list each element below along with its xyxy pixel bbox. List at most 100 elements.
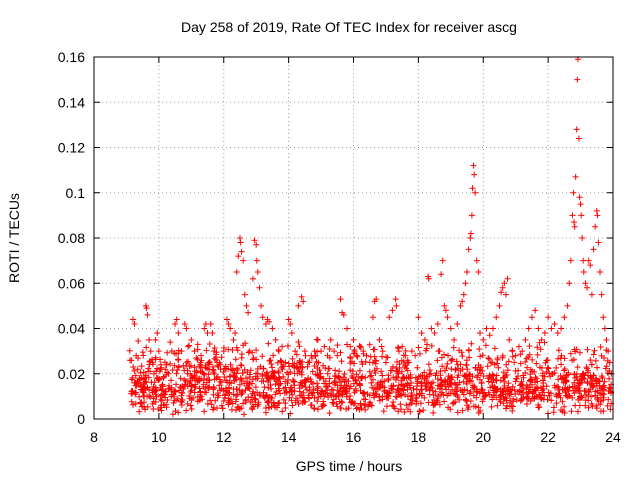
- data-point: [340, 311, 347, 318]
- data-point: [581, 375, 588, 382]
- data-point: [554, 330, 561, 337]
- data-point: [543, 368, 550, 375]
- data-point: [144, 311, 151, 318]
- data-point: [496, 396, 503, 403]
- data-point: [173, 316, 180, 323]
- data-point: [223, 316, 230, 323]
- data-point: [517, 360, 524, 367]
- data-point: [275, 400, 282, 407]
- data-point: [589, 361, 596, 368]
- data-point: [136, 375, 143, 382]
- data-point: [503, 405, 510, 412]
- data-point: [371, 384, 378, 391]
- data-point: [473, 257, 480, 264]
- data-point: [457, 302, 464, 309]
- data-point: [454, 374, 461, 381]
- data-point: [504, 402, 511, 409]
- data-point: [349, 368, 356, 375]
- data-point: [159, 382, 166, 389]
- data-point: [576, 349, 583, 356]
- data-point: [460, 391, 467, 398]
- data-point: [605, 387, 612, 394]
- data-point: [353, 405, 360, 412]
- data-point: [443, 386, 450, 393]
- data-point: [576, 194, 583, 201]
- data-point: [146, 386, 153, 393]
- data-point: [354, 353, 361, 360]
- data-point: [390, 399, 397, 406]
- data-point: [347, 353, 354, 360]
- data-point: [438, 354, 445, 361]
- data-point: [337, 296, 344, 303]
- data-point: [129, 388, 136, 395]
- data-point: [587, 374, 594, 381]
- data-point: [562, 374, 569, 381]
- data-point: [395, 382, 402, 389]
- data-point: [186, 342, 193, 349]
- data-point: [334, 342, 341, 349]
- data-point: [490, 387, 497, 394]
- data-point: [326, 375, 333, 382]
- data-point: [173, 350, 180, 357]
- data-point: [482, 342, 489, 349]
- data-point: [467, 371, 474, 378]
- data-point: [287, 320, 294, 327]
- data-point: [230, 336, 237, 343]
- data-point: [420, 407, 427, 414]
- data-point: [211, 376, 218, 383]
- data-point: [577, 395, 584, 402]
- data-point: [188, 383, 195, 390]
- data-point: [177, 384, 184, 391]
- data-point: [510, 396, 517, 403]
- data-point: [395, 368, 402, 375]
- data-point: [419, 390, 426, 397]
- data-point: [278, 364, 285, 371]
- data-point: [464, 387, 471, 394]
- data-point: [249, 275, 256, 282]
- data-point: [201, 389, 208, 396]
- data-point: [242, 386, 249, 393]
- data-point: [445, 383, 452, 390]
- data-point: [379, 348, 386, 355]
- data-point: [585, 404, 592, 411]
- data-point: [237, 361, 244, 368]
- data-point: [296, 385, 303, 392]
- data-point: [153, 387, 160, 394]
- data-point: [129, 316, 136, 323]
- data-point: [590, 351, 597, 358]
- data-point: [577, 201, 584, 208]
- data-point: [131, 367, 138, 374]
- data-point: [318, 348, 325, 355]
- data-point: [265, 377, 272, 384]
- data-point: [592, 392, 599, 399]
- data-point: [485, 375, 492, 382]
- data-point: [580, 374, 587, 381]
- data-point: [538, 336, 545, 343]
- data-point: [477, 408, 484, 415]
- data-point: [206, 359, 213, 366]
- data-point: [175, 347, 182, 354]
- data-point: [314, 348, 321, 355]
- data-point: [520, 385, 527, 392]
- data-point: [571, 379, 578, 386]
- data-point: [220, 398, 227, 405]
- data-point: [175, 330, 182, 337]
- data-point: [276, 399, 283, 406]
- data-point: [471, 386, 478, 393]
- data-point: [529, 356, 536, 363]
- data-point: [481, 390, 488, 397]
- data-point: [311, 348, 318, 355]
- data-point: [525, 325, 532, 332]
- data-point: [564, 302, 571, 309]
- data-point: [454, 320, 461, 327]
- data-point: [208, 401, 215, 408]
- data-point: [526, 343, 533, 350]
- data-point: [315, 359, 322, 366]
- data-point: [597, 268, 604, 275]
- data-point: [187, 388, 194, 395]
- data-point: [343, 406, 350, 413]
- data-point: [415, 344, 422, 351]
- data-point: [127, 357, 134, 364]
- data-point: [314, 398, 321, 405]
- data-point: [453, 388, 460, 395]
